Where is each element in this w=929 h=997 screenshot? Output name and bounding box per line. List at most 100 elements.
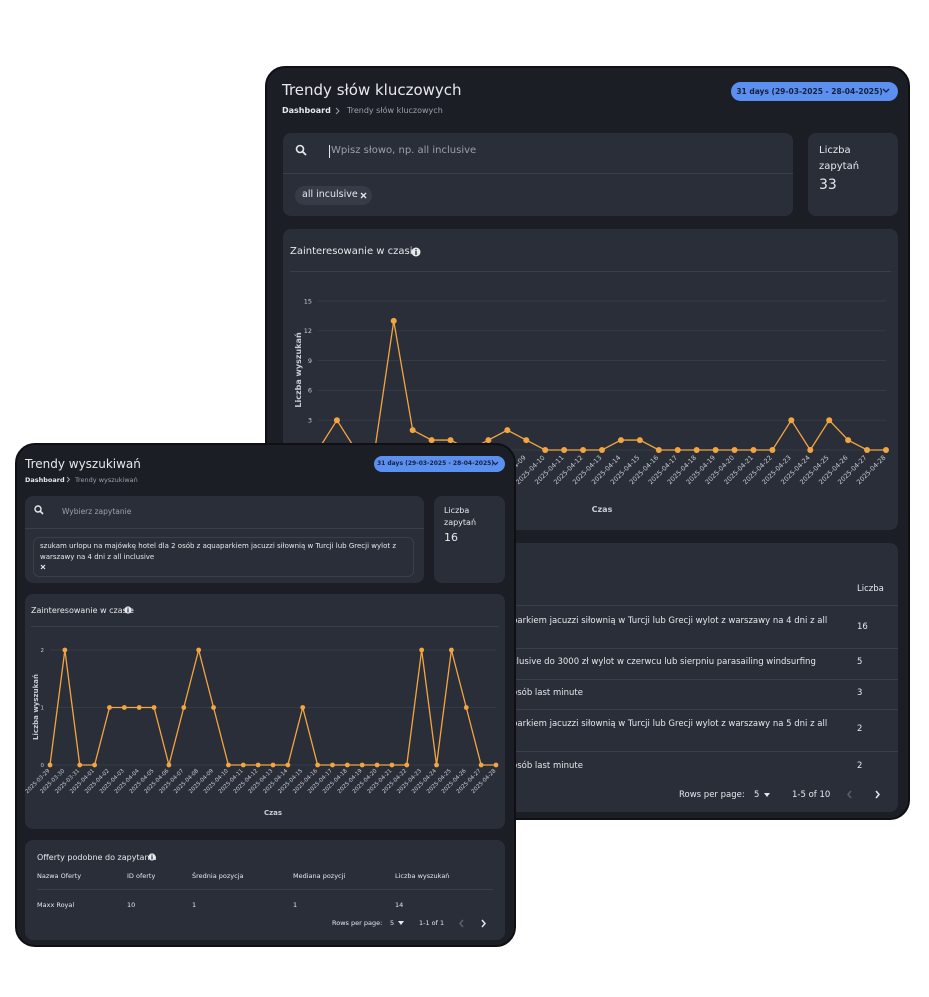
divider <box>290 271 891 272</box>
arrow-shape <box>459 919 464 928</box>
chart-title: Zainteresowanie w czasie <box>290 246 419 257</box>
page-arrow[interactable] <box>874 790 882 800</box>
y-tick-label: 15 <box>304 297 312 305</box>
stat-card: Liczba zapytań 16 <box>434 496 505 583</box>
cell: 16 <box>857 622 868 632</box>
divider <box>283 751 898 752</box>
chip-label: all inculsive <box>302 189 358 200</box>
chip[interactable]: all inculsive <box>295 186 372 205</box>
point <box>344 762 350 768</box>
chip-label: szukam urlopu na majówkę hotel dla 2 osó… <box>40 542 397 561</box>
chip-remove[interactable] <box>360 192 367 199</box>
y-axis-label: Liczba wyszukań <box>294 332 303 408</box>
point <box>449 647 454 653</box>
stat-card: Liczba zapytań 33 <box>808 133 898 216</box>
point <box>674 447 681 453</box>
info-icon[interactable] <box>148 853 156 861</box>
rows-per-page-select[interactable]: 5 <box>390 919 395 927</box>
point <box>542 447 549 453</box>
chevron <box>335 107 340 115</box>
title: Trendy wyszukiwań <box>25 457 141 471</box>
point <box>434 762 439 768</box>
search-input[interactable]: Wybierz zapytanie <box>62 507 132 516</box>
point <box>447 437 454 444</box>
y-axis-label: Liczba wyszukań <box>32 674 40 740</box>
divider <box>283 648 898 649</box>
page-arrow[interactable] <box>846 790 854 800</box>
cell: osób last minute <box>512 761 583 771</box>
stat-label: Liczba zapytań <box>444 506 477 527</box>
info-icon[interactable] <box>124 606 132 614</box>
cell: 1 <box>293 901 298 909</box>
cell: osób last minute <box>512 688 583 698</box>
point <box>478 762 484 768</box>
divider <box>283 709 898 710</box>
point <box>419 647 425 653</box>
x-axis-label: Czas <box>264 809 282 817</box>
date-range: 31 days (29-03-2025 - 28-04-2025) <box>736 87 883 96</box>
column-header: Średnia pozycja <box>192 872 244 880</box>
date-button[interactable]: 31 days (29-03-2025 - 28-04-2025) <box>374 456 505 472</box>
date-range: 31 days (29-03-2025 - 28-04-2025) <box>376 460 495 467</box>
point <box>409 427 416 434</box>
date-button[interactable]: 31 days (29-03-2025 - 28-04-2025) <box>731 82 898 101</box>
point <box>523 437 530 444</box>
page-range: 1-5 of 10 <box>792 790 831 800</box>
x-axis-label: Czas <box>592 505 613 514</box>
point <box>655 447 662 453</box>
search-icon <box>295 144 307 156</box>
y-tick-label: 9 <box>308 357 312 365</box>
point <box>769 447 776 453</box>
point <box>561 447 568 453</box>
breadcrumb[interactable]: Dashboard <box>25 476 65 484</box>
point <box>255 762 261 768</box>
page-arrow[interactable] <box>458 919 466 929</box>
caret <box>397 921 404 926</box>
point <box>807 447 814 453</box>
point <box>504 427 511 434</box>
chart-card: Zainteresowanie w czasie 0 1 2 2025-03-29 20… <box>25 594 505 829</box>
point <box>428 437 435 444</box>
point <box>92 762 97 768</box>
point <box>121 705 127 710</box>
point <box>788 417 795 424</box>
title: Trendy słów kluczowych <box>282 81 462 99</box>
caret-shape <box>397 921 404 926</box>
point <box>404 762 410 768</box>
cell: parkiem jacuzzi siłownią w Turcji lub Gr… <box>512 616 828 626</box>
point <box>47 762 53 768</box>
column-header: Nazwa Oferty <box>37 872 82 880</box>
line <box>317 320 886 452</box>
info-icon[interactable] <box>411 247 421 257</box>
chip-remove[interactable] <box>40 564 46 570</box>
point <box>333 417 340 424</box>
point <box>151 705 157 710</box>
breadcrumb[interactable]: Dashboard <box>282 106 331 115</box>
caret-shape <box>763 792 770 797</box>
caret <box>763 792 770 797</box>
page-arrow[interactable] <box>480 919 488 929</box>
column-header: Liczba <box>857 584 884 594</box>
arrow-shape <box>847 790 852 799</box>
point <box>300 705 306 710</box>
point <box>599 447 605 453</box>
divider <box>31 626 499 627</box>
point <box>731 447 738 453</box>
rows-per-page-label: Rows per page: <box>332 919 383 927</box>
cell: 2 <box>857 761 863 771</box>
point <box>390 317 397 324</box>
point <box>240 762 246 768</box>
point <box>617 437 624 444</box>
cell: Maxx Royal <box>37 901 75 909</box>
search-input[interactable]: Wpisz słowo, np. all inclusive <box>331 145 477 156</box>
rows-per-page-select[interactable]: 5 <box>754 790 760 800</box>
point <box>580 447 587 453</box>
point <box>826 417 833 424</box>
stat-value: 16 <box>444 531 458 544</box>
point <box>374 762 380 768</box>
chevron <box>66 476 71 483</box>
point <box>107 705 112 710</box>
chip[interactable]: szukam urlopu na majówkę hotel dla 2 osó… <box>33 537 414 577</box>
divider <box>283 173 793 174</box>
